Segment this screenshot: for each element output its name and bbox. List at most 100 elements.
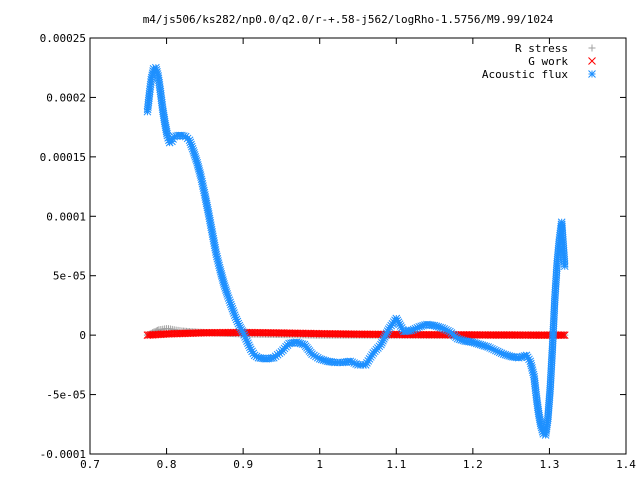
- acoustic-flux-point: [221, 284, 230, 292]
- acoustic-flux-point: [222, 288, 231, 296]
- acoustic-flux-point: [178, 131, 186, 140]
- chart-title: m4/js506/ks282/np0.0/q2.0/r-+.58-j562/lo…: [143, 13, 554, 26]
- acoustic-flux-point: [380, 333, 389, 341]
- acoustic-flux-point: [440, 325, 448, 333]
- acoustic-flux-point: [219, 276, 227, 284]
- acoustic-flux-point: [379, 336, 387, 345]
- acoustic-flux-point: [217, 269, 226, 278]
- acoustic-flux-point: [250, 351, 259, 360]
- g-work-point: [559, 331, 568, 339]
- acoustic-flux-point: [190, 149, 198, 157]
- acoustic-flux-point: [348, 358, 357, 367]
- acoustic-flux-point: [529, 370, 538, 379]
- acoustic-flux-point: [193, 158, 202, 167]
- acoustic-flux-point: [421, 321, 429, 329]
- acoustic-flux-point: [476, 340, 485, 349]
- acoustic-flux-point: [188, 144, 197, 153]
- acoustic-flux-point: [501, 350, 510, 359]
- acoustic-flux-point: [352, 360, 360, 368]
- acoustic-flux-point: [192, 156, 201, 165]
- legend-label: R stress: [515, 42, 568, 55]
- acoustic-flux-point: [229, 307, 238, 315]
- acoustic-flux-point: [313, 353, 322, 362]
- acoustic-flux-point: [216, 265, 225, 274]
- acoustic-flux-point: [321, 356, 330, 365]
- acoustic-flux-point: [526, 359, 535, 368]
- acoustic-flux-point: [238, 327, 247, 335]
- acoustic-flux-point: [192, 154, 200, 163]
- acoustic-flux-point: [244, 339, 252, 348]
- acoustic-flux-point: [537, 423, 546, 432]
- acoustic-flux-point: [516, 353, 525, 361]
- acoustic-flux-point: [239, 328, 247, 337]
- acoustic-flux-point: [383, 327, 392, 335]
- acoustic-flux-point: [419, 321, 427, 330]
- acoustic-flux-point: [459, 336, 468, 345]
- acoustic-flux-point: [528, 364, 536, 372]
- y-tick-label: -0.0001: [40, 448, 86, 461]
- acoustic-flux-point: [226, 298, 234, 307]
- acoustic-flux-point: [194, 163, 203, 171]
- acoustic-flux-point: [457, 336, 466, 344]
- acoustic-flux-point: [514, 353, 523, 362]
- acoustic-flux-point: [528, 366, 537, 374]
- acoustic-flux-point: [212, 250, 221, 259]
- acoustic-flux-point: [214, 259, 223, 268]
- acoustic-flux-point: [187, 140, 195, 149]
- acoustic-flux-point: [196, 169, 204, 177]
- acoustic-flux-point: [233, 317, 242, 326]
- acoustic-flux-point: [225, 296, 234, 305]
- acoustic-flux-point: [379, 335, 388, 343]
- y-tick-label: -5e-05: [46, 389, 86, 402]
- acoustic-flux-point: [538, 425, 547, 434]
- acoustic-flux-point: [444, 326, 452, 335]
- acoustic-flux-point: [163, 131, 172, 140]
- acoustic-flux-point: [296, 339, 305, 348]
- acoustic-flux-point: [493, 347, 502, 356]
- y-tick-label: 5e-05: [53, 270, 86, 283]
- x-tick-label: 1.4: [616, 458, 636, 471]
- acoustic-flux-point: [480, 341, 489, 350]
- acoustic-flux-point: [179, 132, 188, 140]
- g-work-point: [557, 331, 566, 339]
- legend-label: G work: [528, 55, 568, 68]
- acoustic-flux-point: [529, 368, 537, 377]
- acoustic-flux-point: [486, 344, 494, 352]
- acoustic-flux-point: [215, 263, 224, 272]
- acoustic-flux-point: [168, 137, 176, 146]
- x-tick-label: 1.2: [463, 458, 483, 471]
- x-axis: 0.7 0.8 0.9 1 1.1 1.2 1.3 1.4: [80, 38, 636, 471]
- acoustic-flux-point: [453, 334, 462, 343]
- acoustic-flux-point: [228, 304, 237, 313]
- acoustic-flux-point: [350, 359, 359, 367]
- acoustic-flux-point: [472, 339, 481, 348]
- legend-label: Acoustic flux: [482, 68, 568, 81]
- acoustic-flux-point: [503, 351, 512, 360]
- acoustic-flux-point: [490, 345, 498, 354]
- acoustic-flux-point: [482, 342, 491, 351]
- x-tick-label: 0.9: [233, 458, 253, 471]
- acoustic-flux-point: [378, 338, 386, 347]
- acoustic-flux-point: [185, 136, 194, 145]
- acoustic-flux-point: [491, 346, 500, 355]
- acoustic-flux-point: [220, 280, 228, 288]
- acoustic-flux-point: [190, 151, 199, 159]
- acoustic-flux-point: [186, 138, 195, 147]
- acoustic-flux-point: [505, 352, 514, 360]
- acoustic-flux-point: [213, 254, 222, 263]
- acoustic-flux-point: [230, 309, 238, 317]
- legend-marker: [588, 70, 596, 78]
- acoustic-flux-point: [396, 322, 405, 330]
- acoustic-flux-point: [151, 63, 160, 72]
- acoustic-flux-point: [219, 278, 228, 286]
- acoustic-flux-point: [224, 294, 233, 302]
- x-tick-label: 1.3: [539, 458, 559, 471]
- acoustic-flux-point: [434, 322, 443, 331]
- acoustic-flux-point: [213, 252, 221, 261]
- acoustic-flux-point: [411, 324, 420, 333]
- g-work-point: [560, 331, 569, 339]
- acoustic-flux-point: [315, 355, 324, 363]
- acoustic-flux-point: [234, 319, 243, 328]
- acoustic-flux-point: [395, 320, 404, 328]
